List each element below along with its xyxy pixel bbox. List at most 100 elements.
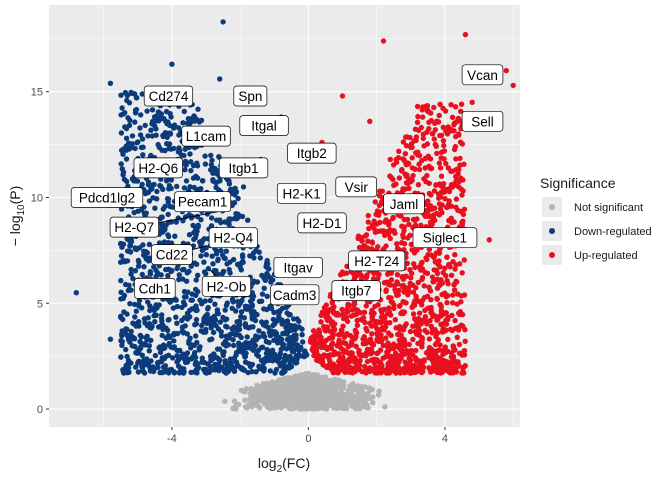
down-regulated-point bbox=[193, 232, 199, 238]
down-regulated-point bbox=[126, 146, 132, 152]
up-regulated-point bbox=[352, 368, 358, 375]
down-regulated-point bbox=[139, 91, 145, 97]
down-regulated-point bbox=[209, 253, 215, 259]
down-regulated-point bbox=[172, 233, 178, 239]
down-regulated-point bbox=[187, 335, 193, 341]
down-regulated-point bbox=[132, 268, 139, 274]
down-regulated-point bbox=[152, 352, 159, 359]
down-regulated-point bbox=[136, 349, 142, 356]
down-regulated-point bbox=[237, 348, 244, 355]
up-regulated-point bbox=[396, 342, 402, 348]
up-regulated-point bbox=[409, 144, 415, 151]
gene-label-text: Itgb7 bbox=[341, 284, 371, 299]
not-significant-point bbox=[287, 402, 293, 408]
down-regulated-point bbox=[155, 359, 161, 366]
down-regulated-point bbox=[160, 206, 166, 212]
x-axis-title-prefix: log bbox=[258, 455, 277, 471]
up-regulated-point bbox=[328, 320, 335, 326]
up-regulated-point bbox=[456, 363, 462, 369]
up-regulated-point bbox=[351, 301, 357, 307]
down-regulated-point bbox=[127, 243, 133, 249]
up-regulated-point bbox=[368, 351, 374, 357]
up-regulated-point bbox=[413, 293, 419, 299]
down-regulated-point bbox=[154, 196, 160, 202]
up-regulated-point bbox=[386, 222, 392, 228]
down-regulated-point bbox=[224, 300, 230, 306]
up-regulated-point bbox=[428, 369, 434, 375]
not-significant-point bbox=[354, 388, 360, 394]
down-regulated-point bbox=[197, 344, 203, 350]
down-regulated-point bbox=[174, 359, 180, 365]
y-tick-label: 15 bbox=[31, 87, 43, 99]
not-significant-point bbox=[268, 385, 274, 391]
up-regulated-point bbox=[394, 367, 400, 373]
down-regulated-point bbox=[131, 301, 138, 308]
down-regulated-point bbox=[265, 273, 271, 279]
up-regulated-point bbox=[402, 273, 408, 280]
gene-label-box bbox=[287, 142, 337, 164]
up-regulated-point bbox=[376, 271, 382, 278]
gene-label-text: H2-Ob bbox=[207, 279, 247, 294]
gene-label-text: Vcan bbox=[467, 68, 498, 83]
up-regulated-point bbox=[442, 265, 448, 271]
up-regulated-point bbox=[426, 213, 433, 219]
up-regulated-point bbox=[337, 331, 343, 338]
down-regulated-point bbox=[193, 277, 199, 283]
down-regulated-point bbox=[193, 173, 199, 179]
gene-label: Cadm3 bbox=[270, 284, 320, 306]
x-axis-ticks: -4 0 4 bbox=[167, 427, 448, 445]
down-regulated-point bbox=[163, 266, 169, 273]
down-regulated-point bbox=[159, 332, 165, 339]
up-regulated-point bbox=[415, 152, 421, 158]
up-regulated-point bbox=[426, 365, 432, 371]
up-regulated-point bbox=[443, 327, 449, 333]
up-regulated-point bbox=[437, 342, 443, 348]
up-regulated-point bbox=[409, 155, 415, 161]
down-regulated-point bbox=[284, 320, 291, 327]
down-regulated-point bbox=[230, 342, 237, 349]
down-regulated-point bbox=[124, 369, 130, 376]
gene-label-text: H2-Q7 bbox=[114, 220, 154, 235]
up-regulated-point bbox=[400, 186, 406, 192]
gene-label-text: Spn bbox=[238, 89, 262, 104]
down-regulated-point bbox=[272, 321, 278, 327]
down-regulated-point bbox=[250, 337, 256, 343]
gene-label-text: Itgb1 bbox=[228, 161, 258, 176]
down-regulated-point bbox=[174, 353, 180, 359]
up-regulated-point bbox=[459, 192, 465, 198]
not-significant-point bbox=[362, 399, 368, 406]
not-significant-point bbox=[264, 391, 270, 398]
up-regulated-point bbox=[363, 303, 369, 309]
up-regulated-point bbox=[329, 342, 335, 348]
gene-label-text: Siglec1 bbox=[423, 231, 467, 246]
y-axis-title: − log10(P) bbox=[7, 186, 27, 247]
down-regulated-point bbox=[73, 290, 80, 296]
gene-label: Pdcd1lg2 bbox=[70, 187, 144, 208]
down-regulated-point bbox=[171, 338, 177, 344]
gene-label-box bbox=[208, 227, 258, 249]
legend-label: Not significant bbox=[574, 202, 643, 214]
gene-label-box bbox=[348, 250, 406, 272]
up-regulated-point bbox=[437, 181, 443, 187]
down-regulated-point bbox=[130, 177, 137, 184]
not-significant-point bbox=[240, 388, 246, 394]
gene-label-text: L1cam bbox=[186, 129, 227, 144]
up-regulated-point bbox=[327, 352, 333, 358]
down-regulated-point bbox=[118, 130, 125, 136]
up-regulated-point bbox=[436, 201, 443, 207]
down-regulated-point bbox=[168, 114, 174, 120]
down-regulated-point bbox=[250, 250, 257, 256]
up-regulated-point bbox=[387, 364, 393, 371]
up-regulated-point bbox=[369, 314, 375, 320]
up-regulated-point bbox=[434, 276, 441, 282]
up-regulated-point bbox=[413, 137, 419, 143]
up-regulated-point bbox=[428, 304, 434, 311]
up-regulated-point bbox=[402, 323, 408, 329]
up-regulated-point bbox=[358, 352, 364, 359]
down-regulated-point bbox=[127, 339, 133, 345]
down-regulated-point bbox=[130, 275, 136, 282]
down-regulated-point bbox=[240, 258, 246, 264]
up-regulated-point bbox=[460, 365, 466, 371]
up-regulated-point bbox=[375, 350, 381, 356]
